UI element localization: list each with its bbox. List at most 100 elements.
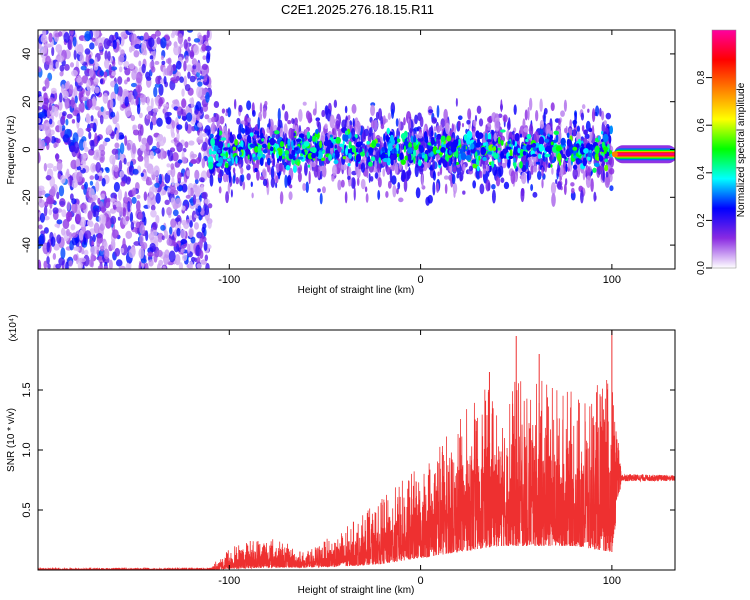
spectrogram-band-blob bbox=[599, 166, 605, 171]
spectrogram-noise-blob bbox=[119, 170, 125, 177]
spectrogram-band-blob bbox=[424, 142, 427, 149]
spectrogram-core-blob bbox=[407, 153, 412, 163]
spectrogram-noise-blob bbox=[172, 209, 179, 217]
spectrogram-noise-blob bbox=[170, 163, 175, 170]
spectrogram-noise-blob bbox=[128, 165, 133, 173]
spectrogram-core-blob bbox=[463, 144, 466, 153]
spectrogram-core-blob bbox=[519, 133, 522, 138]
spectrogram-noise-blob bbox=[139, 35, 145, 41]
spectrogram-band-blob bbox=[567, 158, 571, 169]
spectrogram-band-blob bbox=[468, 165, 473, 172]
spectrogram-noise-blob bbox=[193, 38, 201, 43]
spectrogram-noise-blob bbox=[38, 151, 41, 163]
spectrogram-noise-blob bbox=[107, 50, 111, 62]
spectrogram-noise-blob bbox=[206, 30, 210, 39]
spectrogram-noise-blob bbox=[190, 153, 198, 159]
spectrogram-noise-blob bbox=[38, 66, 42, 73]
spectrogram-noise-blob bbox=[196, 85, 203, 98]
spectrogram-core-blob bbox=[240, 140, 244, 149]
spectrogram-noise-blob bbox=[126, 111, 132, 116]
spectrogram-band-blob bbox=[551, 193, 556, 207]
spectrogram-noise-blob bbox=[156, 249, 163, 258]
spectrogram-noise-blob bbox=[172, 99, 179, 105]
spectrogram-noise-blob bbox=[148, 259, 154, 267]
spectrogram-noise-blob bbox=[47, 194, 55, 205]
spectrogram-noise-blob bbox=[147, 115, 151, 120]
colorbar-label: Normalized spectral amplitude bbox=[736, 82, 747, 217]
spectrogram-noise-blob bbox=[194, 178, 199, 185]
spectrogram-noise-blob bbox=[202, 55, 207, 61]
spectrogram-core-blob bbox=[341, 149, 344, 154]
spectrogram-noise-blob bbox=[71, 69, 78, 77]
spectrogram-noise-blob bbox=[99, 70, 104, 77]
spectrogram-band-blob bbox=[347, 166, 352, 179]
spectrogram-core-blob bbox=[475, 142, 481, 148]
spectrogram-core-blob bbox=[225, 151, 229, 159]
spectrogram-noise-blob bbox=[43, 205, 48, 217]
spectrogram-noise-blob bbox=[188, 228, 194, 238]
spectrogram-noise-blob bbox=[72, 36, 77, 47]
spectrogram-core-blob bbox=[254, 167, 258, 173]
spectrogram-band-blob bbox=[427, 194, 433, 204]
spectrogram-noise-blob bbox=[202, 141, 208, 151]
spectrogram-noise-blob bbox=[40, 34, 48, 44]
spectrogram-noise-blob bbox=[150, 65, 156, 73]
spectrogram-band-blob bbox=[604, 174, 611, 188]
spectrogram-noise-blob bbox=[38, 224, 43, 230]
spectrogram-core-blob bbox=[582, 157, 588, 167]
spectrogram-band-blob bbox=[230, 189, 233, 198]
spectrogram-noise-blob bbox=[183, 75, 188, 88]
spectrogram-band-blob bbox=[403, 178, 408, 193]
spectrogram-band-blob bbox=[233, 98, 237, 110]
spectrogram-band-blob bbox=[341, 163, 347, 171]
spectrogram-noise-blob bbox=[189, 75, 196, 83]
spectrogram-noise-blob bbox=[68, 260, 73, 267]
spectrogram-noise-blob bbox=[94, 86, 100, 94]
spectrogram-band-blob bbox=[380, 123, 385, 130]
spectrogram-noise-blob bbox=[48, 97, 55, 104]
spectrogram-noise-blob bbox=[176, 124, 183, 130]
spectrogram-band-blob bbox=[270, 165, 275, 180]
spectrogram-noise-blob bbox=[196, 139, 204, 144]
spectrogram-core-blob bbox=[381, 147, 385, 153]
spectrogram-ytick-label: -20 bbox=[21, 189, 33, 205]
colorbar-tick-label: 0.2 bbox=[696, 213, 707, 227]
spectrogram-noise-blob bbox=[194, 169, 200, 180]
spectrogram-core-blob bbox=[502, 148, 508, 154]
spectrogram-core-blob bbox=[223, 147, 229, 151]
spectrogram-noise-blob bbox=[72, 132, 79, 144]
spectrogram-core-blob bbox=[482, 142, 487, 146]
spectrogram-noise-blob bbox=[51, 46, 55, 57]
spectrogram-band-blob bbox=[462, 163, 466, 171]
spectrogram-noise-blob bbox=[118, 265, 126, 269]
spectrogram-band-blob bbox=[493, 132, 497, 142]
spectrogram-noise-blob bbox=[47, 263, 51, 269]
spectrogram-core-blob bbox=[594, 145, 600, 155]
spectrogram-noise-blob bbox=[88, 131, 92, 140]
spectrogram-band-blob bbox=[563, 183, 567, 196]
spectrogram-noise-blob bbox=[196, 231, 203, 239]
spectrogram-noise-blob bbox=[54, 223, 60, 228]
spectrogram-noise-blob bbox=[204, 198, 210, 204]
spectrogram-band-blob bbox=[605, 171, 609, 178]
spectrogram-core-blob bbox=[597, 135, 601, 141]
spectrogram-noise-blob bbox=[154, 60, 160, 65]
spectrogram-band-blob bbox=[436, 105, 440, 118]
spectrogram-band-blob bbox=[466, 119, 471, 125]
spectrogram-band-blob bbox=[351, 103, 357, 114]
spectrogram-band-blob bbox=[375, 111, 379, 120]
spectrogram-core-blob bbox=[295, 138, 302, 143]
spectrogram-band-blob bbox=[236, 117, 241, 125]
spectrogram-noise-blob bbox=[94, 106, 101, 111]
spectrogram-core-blob bbox=[560, 137, 566, 146]
spectrogram-noise-blob bbox=[166, 206, 172, 216]
spectrogram-band-blob bbox=[281, 103, 286, 111]
spectrogram-noise-blob bbox=[99, 245, 105, 252]
spectrogram-noise-blob bbox=[133, 50, 140, 58]
spectrogram-band-blob bbox=[355, 121, 362, 135]
spectrogram-core-blob bbox=[211, 150, 217, 155]
spectrogram-core-blob bbox=[300, 153, 304, 157]
spectrogram-band-blob bbox=[559, 175, 562, 181]
spectrogram-noise-blob bbox=[67, 137, 71, 146]
spectrogram-band-blob bbox=[368, 172, 371, 183]
